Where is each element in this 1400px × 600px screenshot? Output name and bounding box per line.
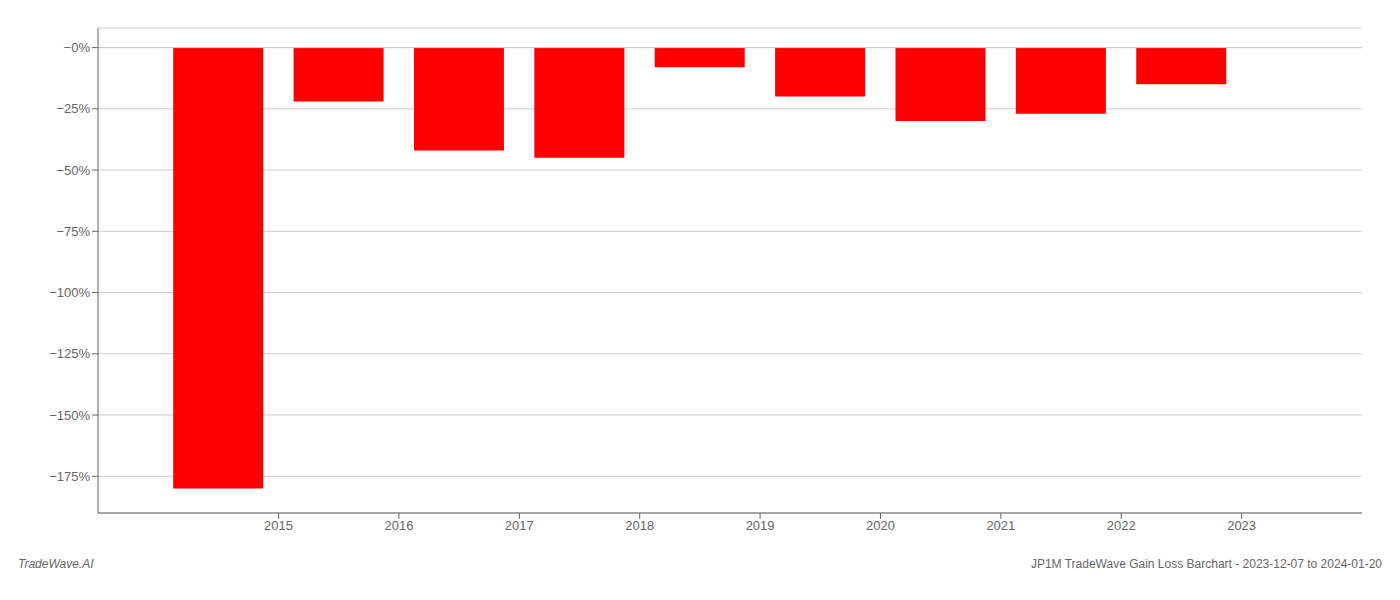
html-text:JP1M TradeWave Gain Loss Barch: JP1M TradeWave Gain Loss Barchart - 2023… (1030, 557, 1382, 571)
svg-text:2020: 2020 (866, 518, 895, 533)
svg-text:2015: 2015 (264, 518, 293, 533)
svg-text:2021: 2021 (986, 518, 1015, 533)
svg-text:−150%: −150% (49, 408, 90, 423)
svg-text:2023: 2023 (1227, 518, 1256, 533)
svg-text:2019: 2019 (746, 518, 775, 533)
svg-text:2022: 2022 (1107, 518, 1136, 533)
html-text:TradeWave.AI: TradeWave.AI (18, 557, 94, 571)
svg-text:−25%: −25% (56, 101, 90, 116)
svg-text:2016: 2016 (384, 518, 413, 533)
svg-text:−75%: −75% (56, 224, 90, 239)
svg-text:−0%: −0% (64, 40, 91, 55)
svg-text:−125%: −125% (49, 346, 90, 361)
svg-text:2018: 2018 (625, 518, 654, 533)
svg-text:2017: 2017 (505, 518, 534, 533)
svg-text:−100%: −100% (49, 285, 90, 300)
svg-text:−50%: −50% (56, 163, 90, 178)
svg-text:−175%: −175% (49, 469, 90, 484)
